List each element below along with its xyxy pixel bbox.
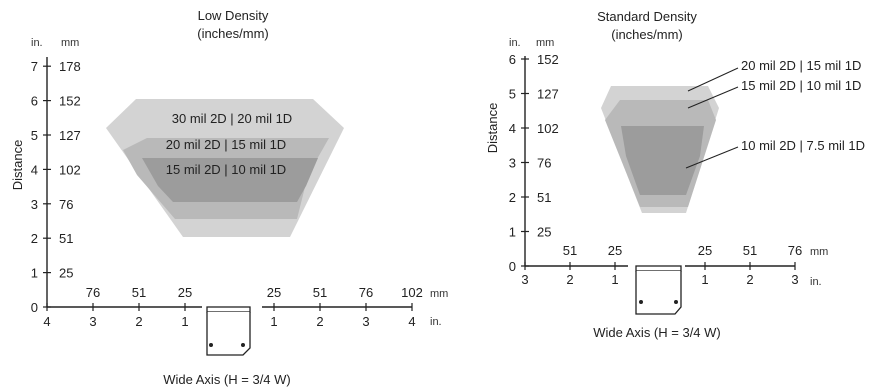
low-y-axis-label: Distance — [10, 140, 25, 191]
y-tick-label-mm: 25 — [59, 266, 73, 281]
x-tick-label-mm: 102 — [401, 285, 423, 300]
x-tick-label-in: 2 — [316, 314, 323, 329]
std-leader-20mil — [687, 67, 739, 92]
std-y-unit-in: in. — [509, 37, 521, 49]
scanner-icon — [206, 306, 251, 356]
y-tick-label-in: 4 — [509, 121, 516, 136]
low-density-title: Low Density — [198, 8, 269, 23]
x-tick-label-in: 3 — [791, 272, 798, 287]
low-y-ticks: 0 1 25 2 51 3 76 4 102 5 127 6 152 7 178 — [31, 59, 81, 315]
std-zone-10mil — [621, 126, 704, 195]
x-tick-label-in: 3 — [89, 314, 96, 329]
y-tick-label-in: 6 — [31, 94, 38, 109]
low-x-unit-in: in. — [430, 316, 442, 328]
low-x-unit-mm: mm — [430, 288, 448, 300]
y-tick-label-mm: 152 — [537, 52, 559, 67]
y-tick-label-mm: 51 — [537, 190, 551, 205]
y-tick-label-in: 6 — [509, 52, 516, 67]
y-tick-label-mm: 178 — [59, 59, 81, 74]
y-tick-label-mm: 152 — [59, 94, 81, 109]
y-tick-label-in: 7 — [31, 59, 38, 74]
low-density-zones — [106, 99, 344, 237]
x-tick-label-mm: 25 — [698, 243, 712, 258]
y-tick-label-in: 3 — [509, 156, 516, 171]
x-tick-label-mm: 51 — [743, 243, 757, 258]
y-tick-label-mm: 76 — [59, 197, 73, 212]
y-tick-label-mm: 51 — [59, 231, 73, 246]
x-tick-label-mm: 76 — [788, 243, 802, 258]
std-x-unit-in: in. — [810, 276, 822, 288]
low-zone-15mil — [142, 158, 318, 202]
y-tick-label-in: 2 — [509, 190, 516, 205]
y-tick-label-in: 1 — [31, 266, 38, 281]
x-tick-label-in: 2 — [135, 314, 142, 329]
x-tick-label-in: 3 — [521, 272, 528, 287]
x-tick-label-mm: 51 — [563, 243, 577, 258]
std-zone-label-10mil: 10 mil 2D | 7.5 mil 1D — [741, 138, 865, 153]
y-tick-label-mm: 102 — [537, 121, 559, 136]
x-tick-label-mm: 51 — [132, 285, 146, 300]
x-tick-label-in: 1 — [181, 314, 188, 329]
x-tick-label-in: 1 — [270, 314, 277, 329]
low-density-subtitle: (inches/mm) — [197, 26, 269, 41]
y-tick-label-mm: 102 — [59, 162, 81, 177]
std-zone-label-15mil: 15 mil 2D | 10 mil 1D — [741, 78, 861, 93]
standard-density-zones — [601, 86, 719, 213]
x-tick-label-mm: 25 — [178, 285, 192, 300]
y-tick-label-mm: 127 — [537, 87, 559, 102]
x-tick-label-in: 4 — [408, 314, 415, 329]
std-x-axis-label: Wide Axis (H = 3/4 W) — [593, 325, 721, 340]
standard-density-title: Standard Density — [597, 9, 697, 24]
y-tick-label-mm: 25 — [537, 225, 551, 240]
x-tick-label-in: 2 — [566, 272, 573, 287]
y-tick-label-in: 2 — [31, 231, 38, 246]
scanner-icon — [635, 265, 682, 315]
std-y-unit-mm: mm — [536, 37, 554, 49]
std-x-unit-mm: mm — [810, 246, 828, 258]
low-density-chart: Low Density (inches/mm) 30 mil 2D | 20 m… — [10, 8, 448, 387]
y-tick-label-mm: 76 — [537, 156, 551, 171]
y-tick-label-in: 0 — [509, 259, 516, 274]
x-tick-label-mm: 25 — [267, 285, 281, 300]
std-leader-15mil — [687, 86, 739, 109]
y-tick-label-mm: 127 — [59, 128, 81, 143]
std-y-ticks: 0 1 25 2 51 3 76 4 102 5 127 6 152 — [509, 52, 559, 274]
std-zone-label-20mil: 20 mil 2D | 15 mil 1D — [741, 58, 861, 73]
y-tick-label-in: 5 — [509, 87, 516, 102]
standard-density-subtitle: (inches/mm) — [611, 27, 683, 42]
low-zone-label-20mil: 20 mil 2D | 15 mil 1D — [166, 137, 286, 152]
x-tick-label-in: 4 — [43, 314, 50, 329]
low-y-unit-in: in. — [31, 37, 43, 49]
std-leader-10mil — [685, 146, 739, 169]
std-y-axis-label: Distance — [485, 103, 500, 154]
x-tick-label-mm: 51 — [313, 285, 327, 300]
y-tick-label-in: 3 — [31, 197, 38, 212]
x-tick-label-mm: 76 — [359, 285, 373, 300]
y-tick-label-in: 1 — [509, 225, 516, 240]
x-tick-label-mm: 76 — [86, 285, 100, 300]
x-tick-label-in: 3 — [362, 314, 369, 329]
low-x-axis-label: Wide Axis (H = 3/4 W) — [163, 372, 291, 387]
y-tick-label-in: 0 — [31, 300, 38, 315]
low-zone-label-15mil: 15 mil 2D | 10 mil 1D — [166, 162, 286, 177]
x-tick-label-mm: 25 — [608, 243, 622, 258]
y-tick-label-in: 5 — [31, 128, 38, 143]
standard-density-chart: Standard Density (inches/mm) 20 mil 2D |… — [485, 9, 865, 340]
x-tick-label-in: 1 — [611, 272, 618, 287]
x-tick-label-in: 1 — [701, 272, 708, 287]
low-zone-label-30mil: 30 mil 2D | 20 mil 1D — [172, 111, 292, 126]
low-y-unit-mm: mm — [61, 37, 79, 49]
x-tick-label-in: 2 — [746, 272, 753, 287]
y-tick-label-in: 4 — [31, 162, 38, 177]
